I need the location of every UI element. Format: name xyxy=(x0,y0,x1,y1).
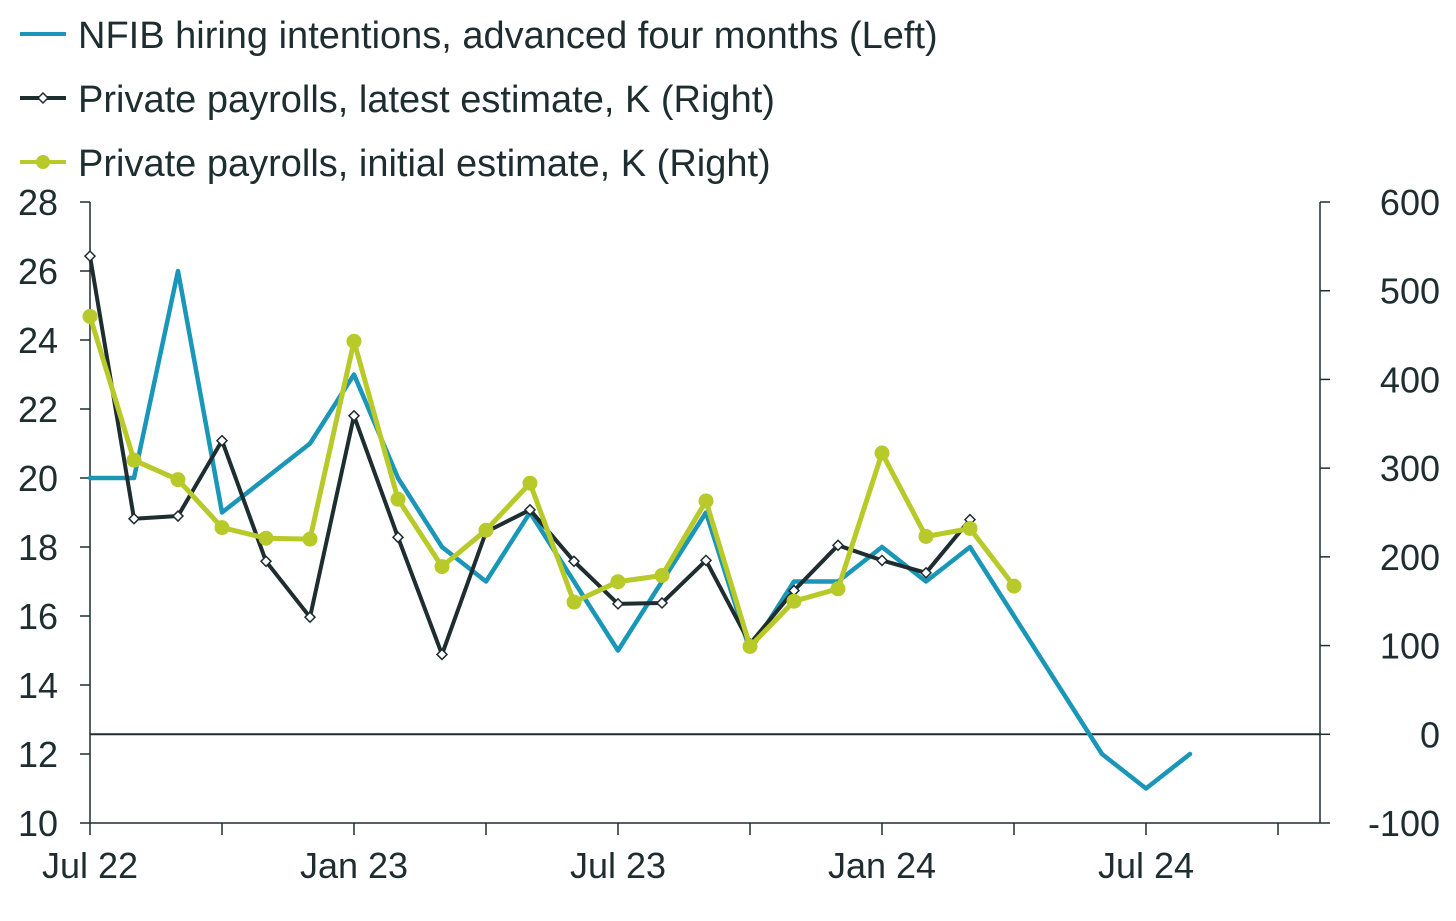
left-tick-label: 18 xyxy=(18,527,58,568)
data-point-circle xyxy=(786,593,802,609)
data-point-circle xyxy=(654,567,670,583)
right-tick-label: 500 xyxy=(1380,271,1440,312)
legend-label-payrolls-latest: Private payrolls, latest estimate, K (Ri… xyxy=(78,79,775,121)
data-point-circle xyxy=(742,638,758,654)
legend-swatch-circle-marker xyxy=(36,155,50,169)
right-tick-label: 400 xyxy=(1380,359,1440,400)
left-tick-label: 20 xyxy=(18,458,58,499)
data-point-diamond xyxy=(655,596,669,610)
right-tick-label: 0 xyxy=(1420,714,1440,755)
data-point-circle xyxy=(830,581,846,597)
series-line xyxy=(87,268,1193,791)
data-point-circle xyxy=(918,528,934,544)
data-point-circle xyxy=(258,530,274,546)
left-tick-label: 12 xyxy=(18,734,58,775)
data-point-diamond xyxy=(259,555,273,568)
series-layer xyxy=(82,250,1193,791)
legend-label-nfib: NFIB hiring intentions, advanced four mo… xyxy=(78,15,938,57)
data-point-diamond xyxy=(831,539,845,552)
data-point-diamond xyxy=(127,512,141,525)
legend-item-payrolls-latest: Private payrolls, latest estimate, K (Ri… xyxy=(20,79,775,121)
legend-item-nfib: NFIB hiring intentions, advanced four mo… xyxy=(20,15,938,57)
left-tick-label: 26 xyxy=(18,251,58,292)
right-tick-label: 200 xyxy=(1380,537,1440,578)
data-point-circle xyxy=(962,520,978,536)
data-point-diamond xyxy=(435,648,449,661)
data-point-circle xyxy=(566,594,582,610)
left-tick-label: 14 xyxy=(18,665,58,706)
data-point-diamond xyxy=(699,554,713,567)
right-tick-label: 300 xyxy=(1380,448,1440,489)
data-point-circle xyxy=(346,333,362,349)
left-axis-ticks: 10 12 14 16 18 20 22 24 26 28 xyxy=(18,182,90,844)
series-0 xyxy=(87,268,1193,791)
data-point-diamond xyxy=(347,409,361,422)
data-point-circle xyxy=(126,452,142,468)
legend: NFIB hiring intentions, advanced four mo… xyxy=(20,15,938,185)
left-tick-label: 10 xyxy=(18,803,58,844)
series-1 xyxy=(83,250,977,661)
x-tick-label: Jul 24 xyxy=(1098,845,1194,886)
data-point-circle xyxy=(302,531,318,547)
legend-swatch-diamond-marker xyxy=(36,91,50,105)
data-point-diamond xyxy=(919,566,933,579)
data-point-circle xyxy=(1006,578,1022,594)
left-tick-label: 16 xyxy=(18,596,58,637)
right-tick-label: -100 xyxy=(1368,803,1440,844)
data-point-circle xyxy=(610,574,626,590)
data-point-circle xyxy=(390,491,406,507)
left-tick-label: 24 xyxy=(18,320,58,361)
data-point-diamond xyxy=(391,531,405,544)
data-point-circle xyxy=(434,559,450,575)
data-point-diamond xyxy=(875,554,889,567)
data-point-diamond xyxy=(215,434,229,447)
series-line xyxy=(87,313,1017,649)
data-point-circle xyxy=(170,472,186,488)
data-point-circle xyxy=(214,520,230,536)
series-2 xyxy=(82,308,1022,654)
x-tick-label: Jul 22 xyxy=(42,845,138,886)
x-tick-label: Jan 24 xyxy=(828,845,936,886)
data-point-diamond xyxy=(567,555,581,568)
data-point-circle xyxy=(698,493,714,509)
legend-item-payrolls-initial: Private payrolls, initial estimate, K (R… xyxy=(20,143,771,185)
left-tick-label: 22 xyxy=(18,389,58,430)
left-tick-label: 28 xyxy=(18,182,58,223)
x-tick-label: Jul 23 xyxy=(570,845,666,886)
data-point-circle xyxy=(522,475,538,491)
right-tick-label: 600 xyxy=(1380,182,1440,223)
data-point-diamond xyxy=(523,503,537,516)
data-point-diamond xyxy=(611,597,625,610)
right-axis-ticks: -100 0 100 200 300 400 500 600 xyxy=(1320,182,1440,844)
data-point-diamond xyxy=(171,509,185,523)
x-axis-ticks: Jul 22 Jan 23 Jul 23 Jan 24 Jul 24 xyxy=(42,823,1279,886)
data-point-diamond xyxy=(83,250,97,263)
axes: 10 12 14 16 18 20 22 24 26 28 -100 0 100 200 300 400 50… xyxy=(18,182,1440,886)
right-tick-label: 100 xyxy=(1380,626,1440,667)
data-point-diamond xyxy=(303,611,317,624)
data-point-circle xyxy=(82,308,98,324)
data-point-circle xyxy=(478,522,494,538)
data-point-circle xyxy=(874,445,890,461)
x-tick-label: Jan 23 xyxy=(300,845,408,886)
legend-label-payrolls-initial: Private payrolls, initial estimate, K (R… xyxy=(78,143,771,185)
